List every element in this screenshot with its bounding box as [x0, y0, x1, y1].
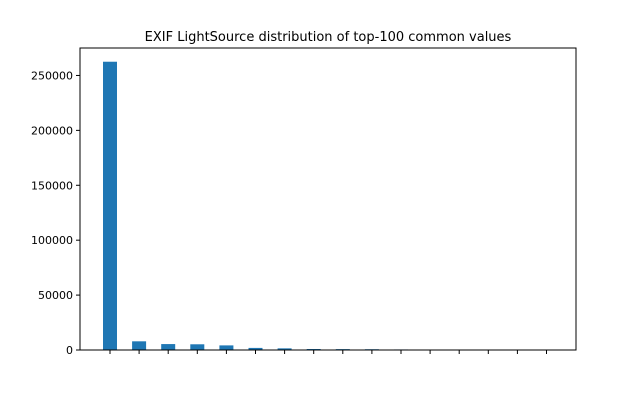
- bar: [190, 344, 205, 350]
- x-axis: [109, 350, 547, 354]
- y-tick-label: 150000: [31, 179, 73, 192]
- bar: [161, 344, 176, 350]
- y-tick-label: 0: [66, 344, 73, 357]
- bar: [277, 348, 292, 350]
- plot-frame: [79, 47, 577, 351]
- chart-title: EXIF LightSource distribution of top-100…: [145, 30, 512, 45]
- bar: [103, 61, 117, 350]
- bar: [219, 345, 234, 350]
- y-axis: 0 50000 100000 150000 200000 250000: [31, 69, 80, 357]
- y-tick-label: 50000: [38, 289, 73, 302]
- y-tick-label: 100000: [31, 234, 73, 247]
- bar: [248, 347, 263, 350]
- bars-group: [103, 61, 554, 350]
- bar: [132, 341, 147, 350]
- y-tick-label: 250000: [31, 69, 73, 82]
- y-tick-label: 200000: [31, 124, 73, 137]
